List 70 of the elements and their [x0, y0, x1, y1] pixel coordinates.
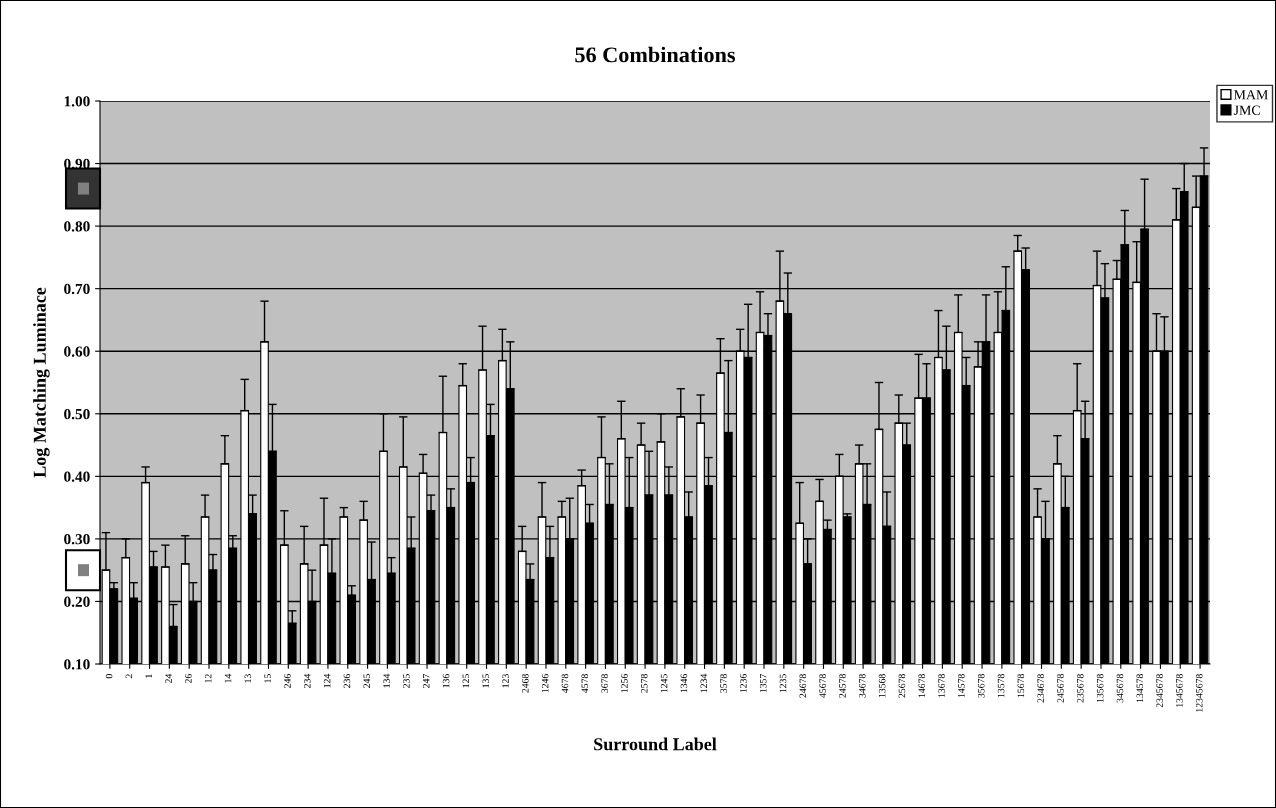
x-tick-label: 0: [105, 674, 113, 679]
x-tick-label: 24678: [799, 674, 807, 698]
x-tick-label: 35678: [977, 674, 985, 698]
y-tick-label: 0.50: [64, 408, 90, 420]
x-tick-label: 12345678: [1195, 674, 1203, 712]
x-tick-label: 45678: [819, 674, 826, 698]
x-tick-label: 2468: [522, 674, 529, 693]
x-tick-label: 2: [125, 674, 133, 679]
x-tick-label: 1: [145, 674, 152, 678]
y-tick-label: 1.00: [64, 96, 90, 107]
x-tick-label: 2345678: [1156, 674, 1163, 708]
x-tick-label: 134578: [1136, 674, 1144, 703]
x-tick-label: 135678: [1096, 674, 1104, 703]
x-tick-label: 135: [482, 674, 489, 688]
x-tick-label: 235678: [1077, 674, 1084, 703]
x-tick-label: 15678: [1017, 674, 1025, 698]
x-tick-label: 2578: [640, 674, 648, 693]
x-tick-label: 34678: [859, 674, 866, 698]
y-tick-label: 0.30: [64, 534, 90, 545]
y-tick-label: 0.10: [64, 659, 90, 670]
x-tick-label: 12: [204, 674, 212, 683]
x-tick-label: 4578: [581, 674, 589, 693]
x-tick-label: 235: [403, 674, 410, 688]
x-tick-label: 1236: [740, 674, 747, 693]
y-tick-label: 0.40: [64, 471, 90, 482]
x-tick-label: 25678: [898, 674, 906, 698]
x-axis-title: Surround Label: [594, 737, 717, 751]
x-tick-label: 1345678: [1176, 674, 1183, 707]
x-tick-label: 26: [185, 674, 192, 684]
chart-title: 56 Combinations: [575, 46, 736, 63]
x-tick-label: 125: [462, 674, 470, 688]
x-tick-label: 1256: [621, 674, 628, 693]
y-tick-label: 0.60: [64, 346, 90, 357]
x-tick-label: 3578: [720, 674, 727, 693]
x-tick-label: 24578: [839, 674, 846, 698]
x-tick-label: 246: [284, 674, 291, 688]
x-tick-label: 1346: [680, 674, 688, 693]
x-tick-label: 136: [442, 674, 450, 688]
x-tick-label: 1234: [700, 673, 707, 693]
x-tick-label: 24: [165, 673, 172, 684]
x-tick-label: 234678: [1037, 674, 1044, 703]
legend-label: JMC: [1233, 105, 1260, 115]
legend-label: MAM: [1234, 90, 1268, 100]
x-tick-label: 123: [502, 674, 509, 688]
y-axis-title: Log Matching Luminace: [33, 287, 50, 478]
x-tick-label: 1235: [779, 674, 787, 693]
x-tick-label: 1357: [759, 674, 767, 693]
x-tick-label: 247: [422, 674, 430, 688]
x-tick-label: 13: [244, 674, 252, 683]
x-tick-label: 234: [304, 673, 311, 688]
x-tick-label: 14678: [918, 674, 926, 698]
x-tick-label: 15: [264, 674, 271, 683]
x-tick-label: 134: [383, 673, 390, 688]
x-tick-label: 245678: [1057, 674, 1064, 703]
x-tick-label: 1245: [660, 674, 668, 693]
y-tick-label: 0.80: [64, 221, 90, 232]
x-tick-label: 124: [323, 673, 331, 688]
y-tick-label: 0.70: [64, 283, 90, 295]
x-tick-label: 4678: [561, 674, 569, 693]
x-tick-label: 14578: [958, 674, 965, 698]
x-tick-label: 13568: [878, 674, 886, 698]
x-tick-label: 236: [343, 674, 351, 688]
x-tick-label: 245: [363, 674, 371, 688]
y-tick-label: 0.20: [64, 596, 90, 607]
x-tick-label: 14: [224, 673, 232, 683]
x-tick-label: 345678: [1116, 674, 1124, 703]
x-tick-label: 13678: [938, 674, 945, 698]
x-tick-label: 3678: [601, 674, 608, 693]
x-tick-label: 13578: [997, 674, 1005, 698]
x-tick-label: 1246: [541, 674, 549, 693]
